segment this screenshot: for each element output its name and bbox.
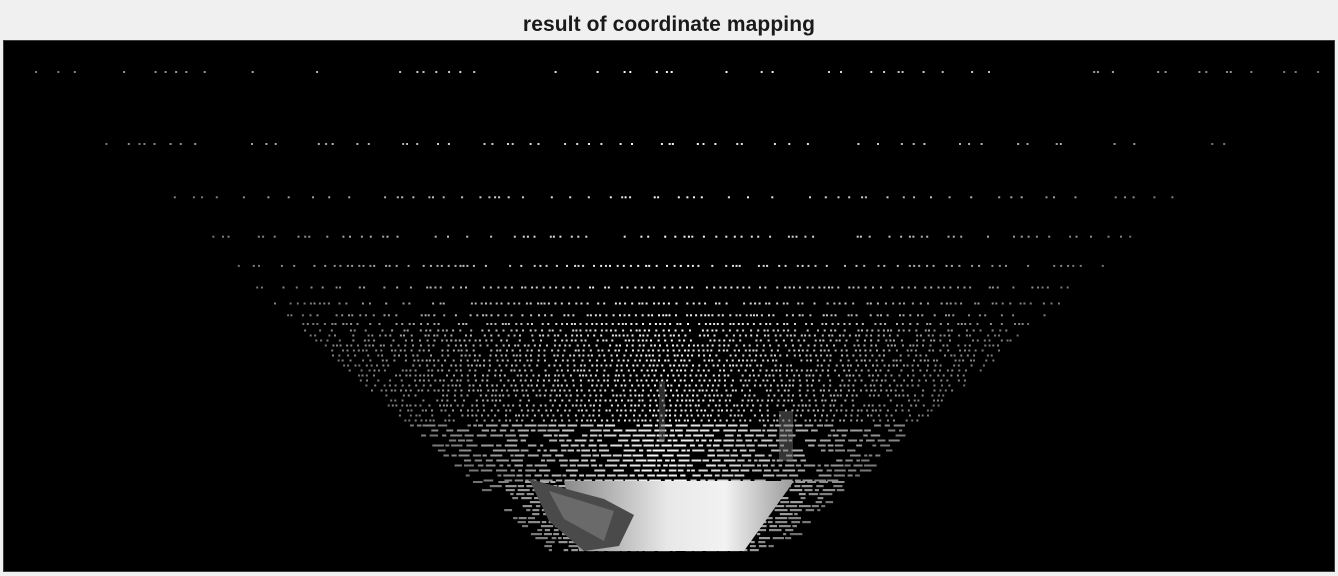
figure-title: result of coordinate mapping bbox=[522, 13, 816, 36]
mapped-image bbox=[4, 41, 1334, 571]
image-axes bbox=[3, 40, 1335, 572]
